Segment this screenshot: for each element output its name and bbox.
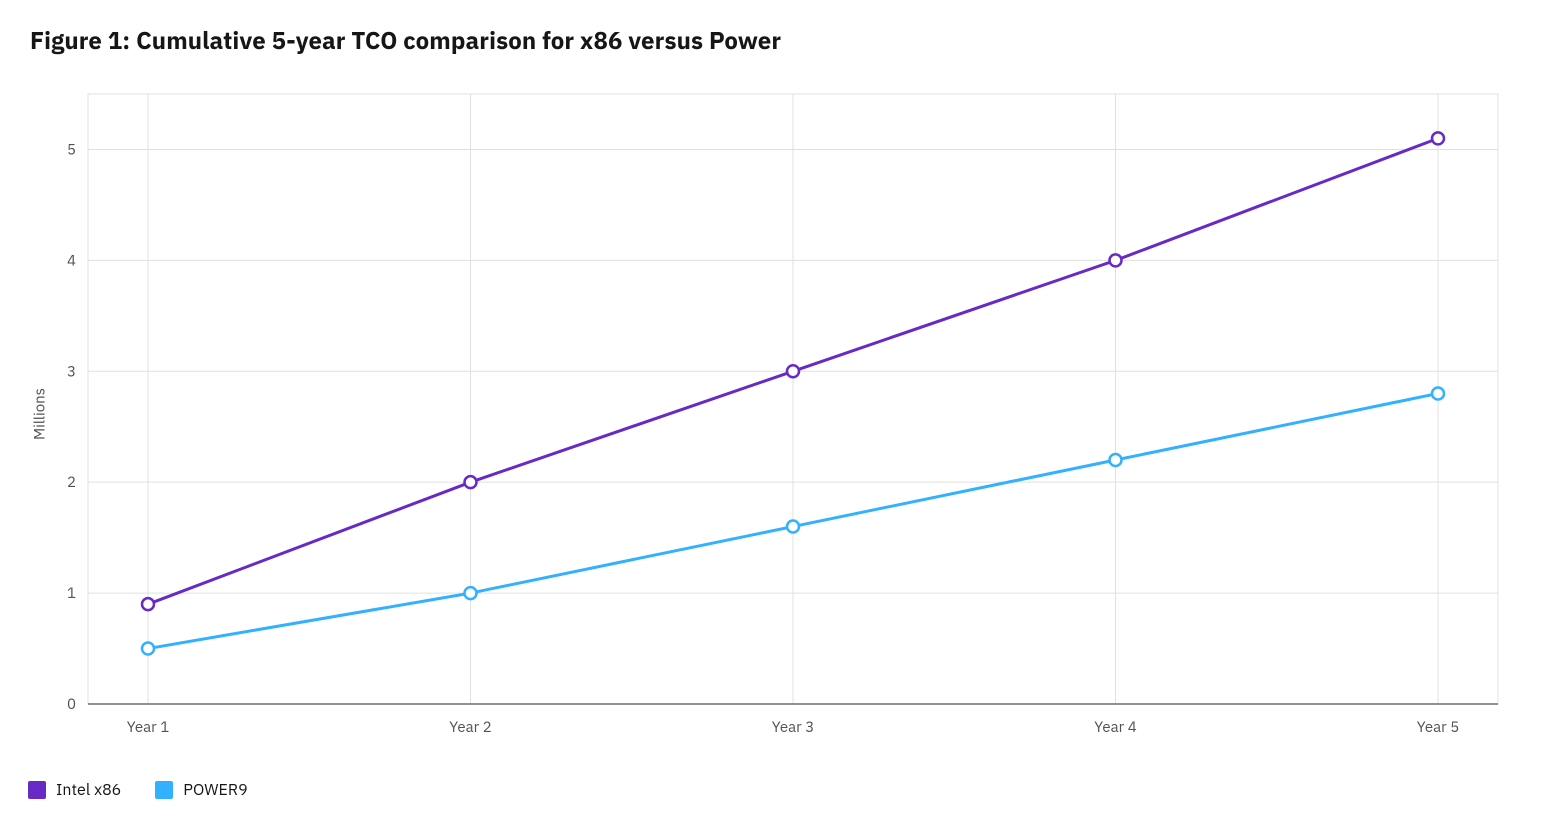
legend-item-intel: Intel x86 xyxy=(28,780,121,800)
svg-text:4: 4 xyxy=(67,251,76,270)
svg-text:5: 5 xyxy=(67,140,76,159)
svg-text:Year 5: Year 5 xyxy=(1417,718,1459,737)
svg-text:Year 1: Year 1 xyxy=(127,718,169,737)
legend-label: Intel x86 xyxy=(56,780,121,800)
svg-text:2: 2 xyxy=(67,473,76,492)
svg-text:3: 3 xyxy=(67,362,76,381)
figure-container: Figure 1: Cumulative 5-year TCO comparis… xyxy=(0,0,1558,822)
svg-text:0: 0 xyxy=(67,695,76,714)
svg-text:1: 1 xyxy=(67,584,76,603)
svg-text:Year 3: Year 3 xyxy=(772,718,814,737)
line-chart: 0 1 2 3 4 5 Year 1 Year 2 Year 3 Year 4 Year 5 xyxy=(28,74,1528,754)
legend-swatch xyxy=(155,781,173,799)
legend-label: POWER9 xyxy=(183,780,247,800)
svg-text:Year 2: Year 2 xyxy=(449,718,491,737)
legend: Intel x86 POWER9 xyxy=(28,780,248,800)
y-axis-label: Millions xyxy=(31,388,50,440)
svg-text:Year 4: Year 4 xyxy=(1094,718,1136,737)
chart-box: Millions 0 1 2 3 4 5 Year 1 Year 2 Year 3 Year 4 Y… xyxy=(28,74,1528,754)
legend-item-power9: POWER9 xyxy=(155,780,247,800)
legend-swatch xyxy=(28,781,46,799)
chart-title: Figure 1: Cumulative 5-year TCO comparis… xyxy=(30,24,1530,56)
